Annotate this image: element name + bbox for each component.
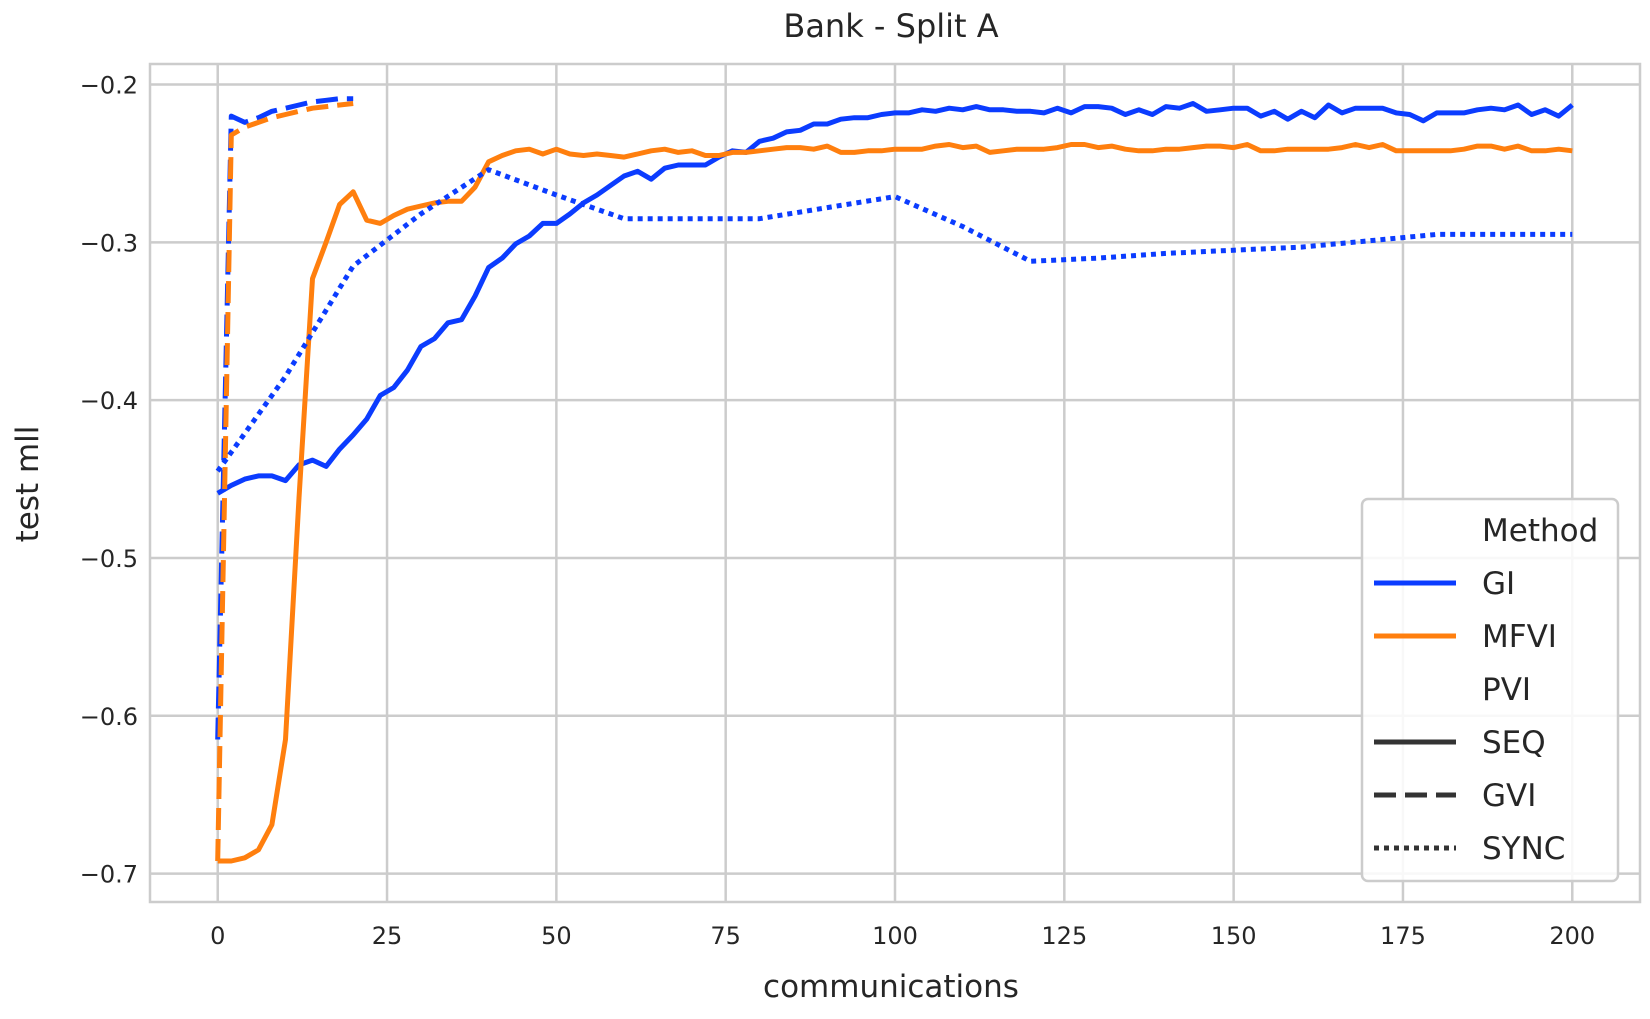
x-tick-label: 50 — [541, 922, 572, 950]
series-gi-seq — [216, 101, 1574, 496]
legend-label-method: Method — [1482, 513, 1598, 549]
plot-frame — [148, 62, 1642, 904]
legend-label-gi: GI — [1482, 566, 1515, 602]
chart-title: Bank - Split A — [783, 7, 998, 45]
y-tick-label: −0.4 — [80, 387, 138, 415]
tick-labels: 0 25 50 75 100 125 150 175 200 −0.2 −0.3 −0.4 −0.5 −0… — [80, 72, 1595, 950]
grid-lines — [150, 64, 1640, 902]
series-mfvi-seq — [217, 142, 1573, 864]
legend-box — [1360, 497, 1620, 883]
series-gi-gvi — [215, 96, 354, 740]
legend-label-seq: SEQ — [1482, 725, 1546, 761]
x-tick-label: 175 — [1380, 922, 1426, 950]
series-lines — [215, 96, 1574, 864]
x-tick-label: 100 — [872, 922, 918, 950]
y-tick-label: −0.2 — [80, 72, 138, 100]
legend-label-sync: SYNC — [1482, 831, 1565, 867]
x-tick-label: 125 — [1041, 922, 1087, 950]
x-tick-label: 0 — [210, 922, 225, 950]
x-tick-label: 75 — [710, 922, 741, 950]
y-tick-label: −0.5 — [80, 545, 138, 573]
legend-label-gvi: GVI — [1482, 778, 1536, 814]
x-tick-label: 25 — [372, 922, 403, 950]
y-axis-label: test mll — [10, 426, 46, 543]
y-tick-label: −0.7 — [80, 861, 138, 889]
x-axis-label: communications — [763, 969, 1019, 1005]
legend-label-pvi: PVI — [1482, 672, 1531, 708]
y-tick-label: −0.6 — [80, 703, 138, 731]
x-tick-label: 200 — [1549, 922, 1595, 950]
x-tick-label: 150 — [1211, 922, 1257, 950]
legend-label-mfvi: MFVI — [1482, 619, 1557, 655]
legend: Method GI MFVI PVI SEQ GVI SYNC — [1360, 497, 1620, 883]
series-mfvi-gvi — [215, 101, 354, 862]
y-tick-label: −0.3 — [80, 229, 138, 257]
